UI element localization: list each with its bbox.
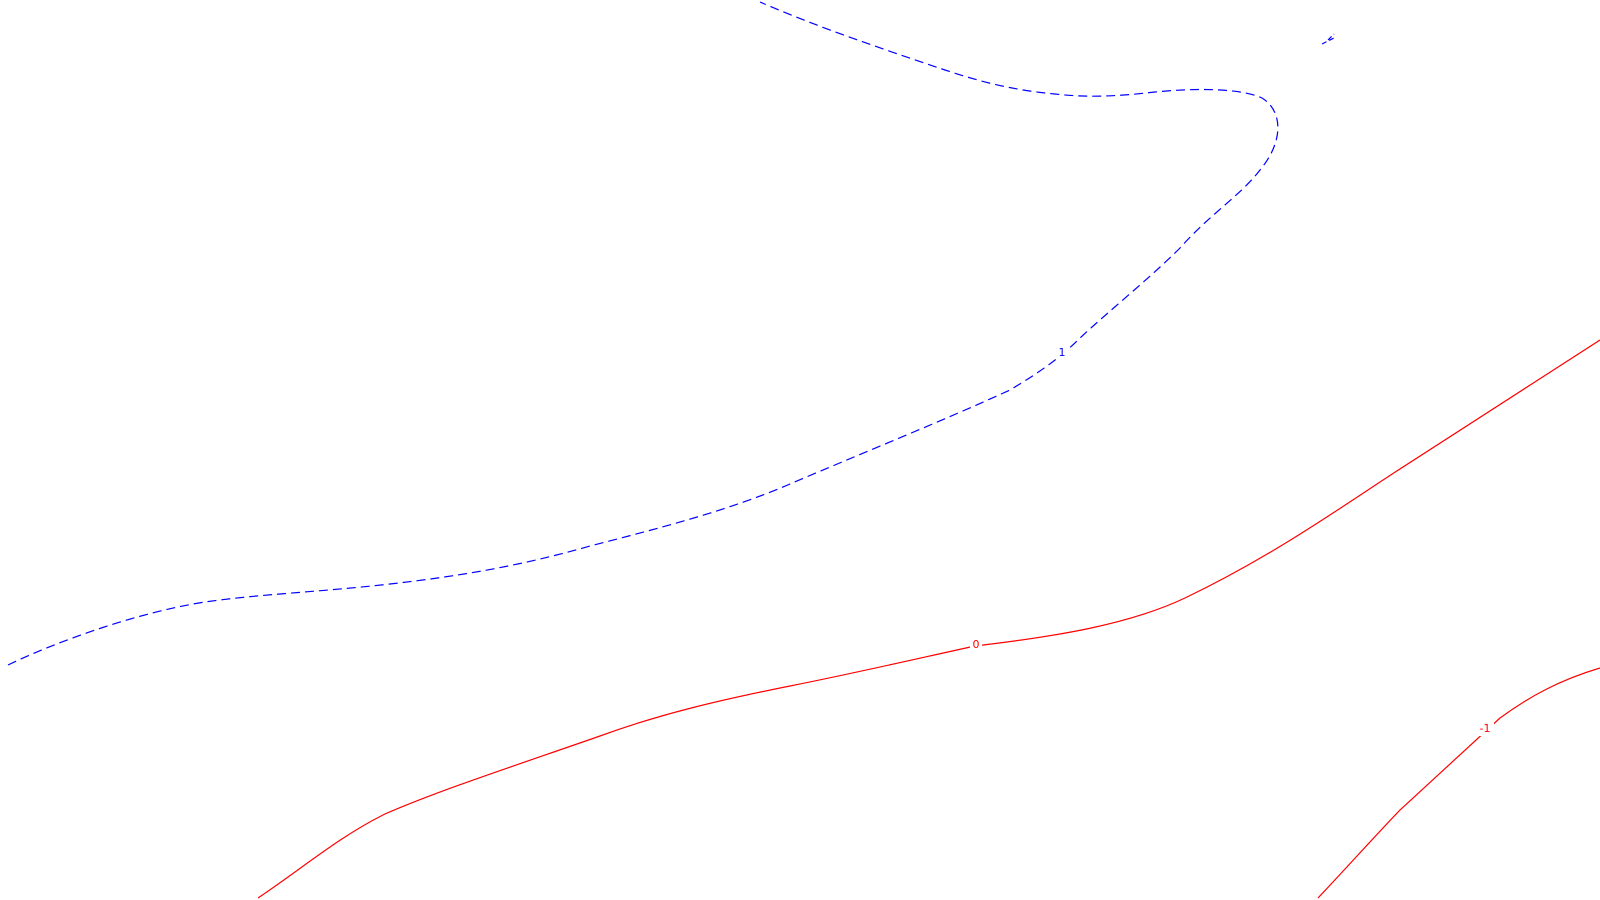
label-bg-level-1 [1056, 346, 1068, 360]
contour-label-level-1: 1 [1059, 346, 1066, 359]
contour-line-level-1 [7, 1, 1279, 666]
contour-line-level-1-fragment [1321, 33, 1337, 45]
label-bg-level-neg1 [1476, 722, 1494, 736]
contour-line-level-neg1 [1317, 667, 1600, 899]
label-bg-level-0 [970, 638, 982, 652]
contour-label-level-0: 0 [973, 638, 980, 651]
contour-line-level-0 [257, 339, 1600, 899]
contour-label-level-neg1: -1 [1480, 722, 1491, 735]
